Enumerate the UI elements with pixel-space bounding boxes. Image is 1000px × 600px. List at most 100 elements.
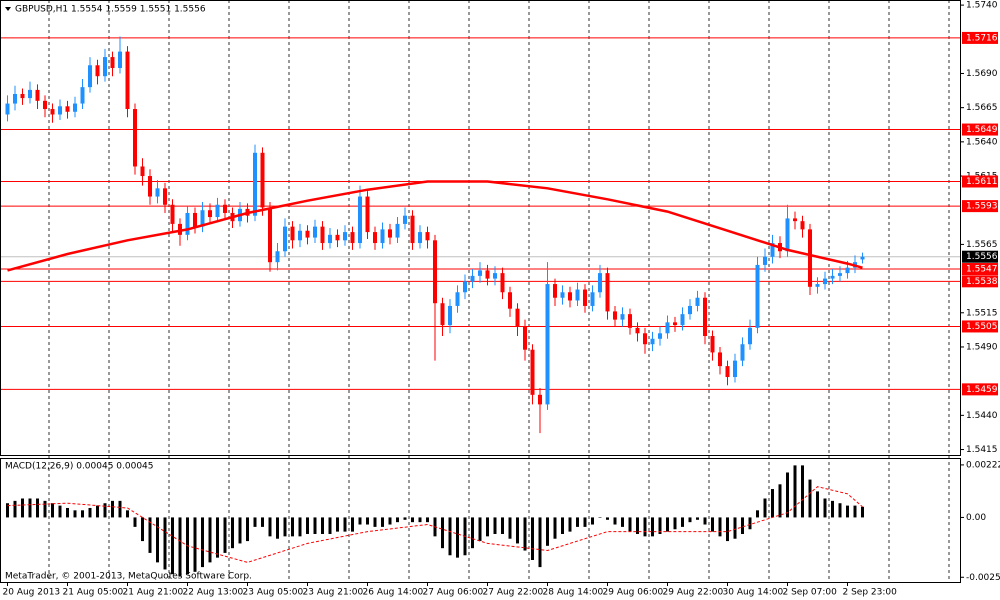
candle-body	[335, 234, 340, 241]
macd-bar	[733, 517, 737, 539]
candle-body	[650, 338, 655, 345]
candle-body	[763, 256, 767, 265]
macd-bar	[418, 517, 422, 523]
candle-body	[560, 292, 565, 298]
macd-bar	[793, 465, 797, 518]
candle-body	[448, 305, 452, 326]
candle-body	[470, 275, 475, 282]
x-tick-label: 30 Aug 14:00	[723, 588, 784, 598]
macd-bar	[846, 505, 849, 518]
candle-body	[88, 65, 92, 88]
macd-bar	[208, 517, 212, 563]
candle-body	[688, 305, 692, 315]
macd-bar	[171, 517, 174, 575]
macd-bar	[268, 517, 272, 537]
x-tick-label: 2 Sep 23:00	[843, 588, 898, 598]
macd-bar	[621, 517, 624, 527]
y-tick-label: 1.5415	[966, 445, 998, 455]
candle-body	[305, 230, 310, 238]
plot	[5, 36, 865, 577]
candle-body	[140, 166, 145, 177]
chart-title: GBPUSD,H1 1.5554 1.5559 1.5551 1.5556	[15, 5, 206, 15]
copyright: MetaTrader, © 2001-2013, MetaQuotes Soft…	[5, 572, 252, 582]
candle-body	[350, 232, 355, 244]
x-tick-label: 2 Sep 07:00	[783, 588, 838, 598]
macd-bar	[396, 517, 399, 523]
macd-bar	[478, 517, 482, 542]
y-tick-label: 1.5740	[966, 1, 998, 11]
macd-bar	[681, 517, 684, 527]
macd-bar	[538, 517, 542, 568]
candle-body	[703, 297, 707, 337]
candle-body	[530, 349, 535, 395]
macd-bar	[673, 517, 677, 530]
candle-body	[740, 344, 745, 361]
macd-bar	[771, 489, 774, 518]
macd-bar	[253, 517, 257, 527]
macd-bar	[366, 517, 369, 525]
macd-bar	[816, 491, 819, 518]
candle-body	[515, 308, 520, 327]
macd-bar	[298, 517, 302, 537]
x-tick-label: 22 Aug 13:00	[183, 588, 244, 598]
macd-bar	[726, 517, 729, 542]
candle-body	[403, 215, 407, 224]
candle-body	[148, 176, 152, 197]
macd-bar	[741, 517, 744, 534]
level-tag	[962, 320, 998, 333]
candle-body	[665, 322, 670, 334]
candle-body	[320, 226, 325, 244]
macd-bar	[718, 517, 722, 537]
macd-bar	[591, 517, 594, 525]
candle-body	[673, 322, 677, 326]
level-tag	[962, 123, 998, 136]
candle-body	[590, 292, 595, 306]
macd-bar	[36, 498, 39, 518]
macd-bar	[688, 517, 692, 523]
x-tick-label: 20 Aug 2013	[3, 588, 61, 598]
macd-bar	[231, 517, 234, 549]
candle-body	[748, 327, 752, 345]
candle-body	[133, 109, 137, 167]
y-tick-label: 1.5565	[966, 240, 998, 250]
macd-bar	[696, 517, 699, 520]
macd-bar	[628, 517, 632, 532]
candle-body	[508, 292, 512, 309]
candle-body	[65, 106, 70, 112]
y-tick-label: 1.5665	[966, 103, 998, 113]
macd-bar	[838, 503, 842, 518]
macd-bar	[703, 517, 707, 525]
x-tick-label: 23 Aug 21:00	[303, 588, 364, 598]
candle-body	[58, 106, 62, 115]
candle-body	[223, 204, 227, 213]
level-label: 1.5538	[966, 277, 998, 287]
grid	[0, 0, 960, 582]
macd-bar	[411, 517, 414, 523]
candle-body	[170, 204, 175, 224]
macd-bar	[66, 507, 69, 518]
candle-body	[395, 223, 400, 238]
macd-bar	[351, 517, 354, 532]
candle-body	[680, 314, 685, 326]
candle-body	[410, 215, 415, 244]
candle-body	[13, 93, 17, 104]
level-label: 1.5649	[966, 125, 998, 135]
macd-bar	[553, 517, 557, 539]
macd-bar	[606, 517, 609, 520]
candle-body	[658, 333, 662, 339]
candle-body	[20, 93, 25, 99]
candle-body	[620, 314, 625, 320]
candle-body	[845, 267, 850, 274]
macd-bar	[403, 517, 407, 520]
macd-bar	[456, 517, 459, 558]
x-tick-label: 29 Aug 22:00	[663, 588, 724, 598]
y-tick-label: 0.00222	[966, 460, 1000, 470]
macd-bar	[58, 505, 62, 518]
candle-body	[493, 273, 497, 279]
macd-bar	[373, 517, 377, 527]
macd-bar	[156, 517, 159, 563]
macd-bar	[88, 507, 92, 518]
candle-body	[283, 226, 287, 252]
candle-body	[73, 103, 77, 112]
